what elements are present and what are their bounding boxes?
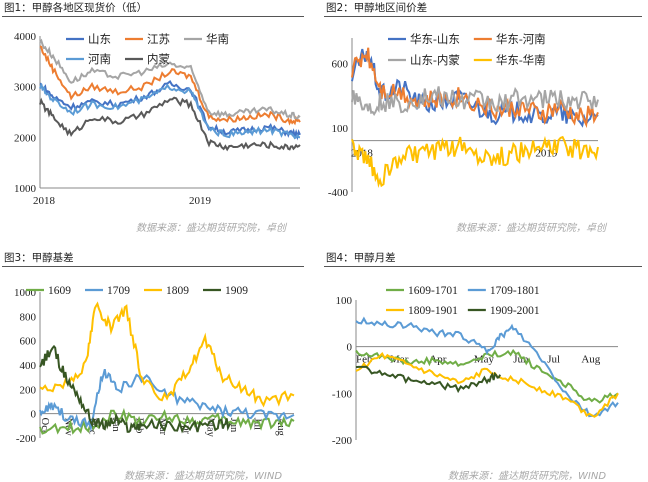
y-tick-label: 100 <box>332 123 349 135</box>
y-tick-label: -100 <box>332 388 353 400</box>
legend-label-华东-华南: 华东-华南 <box>496 53 546 67</box>
legend-label-山东-内蒙: 山东-内蒙 <box>410 53 460 67</box>
series-line-1909 <box>39 344 232 434</box>
y-tick-label: 100 <box>336 295 353 307</box>
x-tick-label: Aug <box>275 418 286 437</box>
y-tick-label: 600 <box>332 59 349 71</box>
series-line-1809 <box>39 301 295 408</box>
x-tick-label: May <box>204 418 215 438</box>
series-line-河南 <box>39 82 301 140</box>
series-line-1909-2001 <box>355 365 502 394</box>
x-tick-label: 2018 <box>33 195 56 207</box>
x-tick-label: Aug <box>581 354 600 366</box>
legend-label-1809: 1809 <box>166 285 189 297</box>
panel-title-2: 图2：甲醇地区间价差 <box>326 2 428 14</box>
panel-title-4: 图4：甲醇月差 <box>326 252 396 264</box>
panel-title-3: 图3：甲醇基差 <box>4 252 74 264</box>
source-note-4: 数据来源：盛达期货研究院，WIND <box>448 471 607 482</box>
title-rule-4 <box>324 266 642 267</box>
y-tick-label: 1000 <box>14 183 37 195</box>
legend-label-1909: 1909 <box>225 285 248 297</box>
series-line-山东 <box>39 80 301 141</box>
x-tick-label: Oct <box>39 418 50 433</box>
legend-label-1609: 1609 <box>48 285 71 297</box>
legend-label-1809-1901: 1809-1901 <box>408 305 458 317</box>
series-line-华东-河南 <box>351 47 599 129</box>
legend-label-河南: 河南 <box>88 52 111 66</box>
x-tick-label: 2019 <box>535 148 558 160</box>
y-tick-label: -400 <box>328 187 349 199</box>
panel-title-1: 图1：甲醇各地区现货价（低） <box>4 2 148 14</box>
y-tick-label: 0 <box>31 409 37 421</box>
legend-label-江苏: 江苏 <box>147 33 170 46</box>
legend-label-内蒙: 内蒙 <box>147 52 170 66</box>
x-tick-label: 2019 <box>189 195 212 207</box>
y-tick-label: -200 <box>16 433 37 445</box>
series-line-江苏 <box>39 45 301 126</box>
series-line-华南 <box>39 38 301 120</box>
series-line-1709-1801 <box>355 316 619 418</box>
y-tick-label: -200 <box>332 435 353 447</box>
title-rule-1 <box>2 16 304 17</box>
legend-label-1709-1801: 1709-1801 <box>490 285 540 297</box>
series-line-1709 <box>39 368 295 433</box>
source-note-3: 数据来源：盛达期货研究院，WIND <box>124 471 283 482</box>
y-tick-label: 400 <box>20 360 37 372</box>
y-tick-label: 1000 <box>14 287 37 299</box>
x-tick-label: Jul <box>252 418 263 430</box>
legend-label-华东-河南: 华东-河南 <box>496 32 546 46</box>
legend-label-山东: 山东 <box>88 33 111 46</box>
y-tick-label: 200 <box>20 384 37 396</box>
legend-label-1609-1701: 1609-1701 <box>408 285 458 297</box>
legend-label-1909-2001: 1909-2001 <box>490 305 540 317</box>
title-rule-3 <box>2 266 304 267</box>
x-tick-label: Jan <box>110 418 121 433</box>
x-tick-label: Jun <box>228 418 239 433</box>
y-tick-label: 2000 <box>14 132 37 144</box>
series-line-内蒙 <box>39 96 301 152</box>
source-note-2: 数据来源：盛达期货研究院，卓创 <box>456 223 606 234</box>
y-tick-label: 800 <box>20 311 37 323</box>
legend-label-华南: 华南 <box>206 32 229 46</box>
series-line-山东-内蒙 <box>351 86 599 116</box>
title-rule-2 <box>324 16 642 17</box>
x-tick-label: May <box>474 354 495 366</box>
y-tick-label: 3000 <box>14 82 37 94</box>
series-line-1609 <box>39 407 295 435</box>
y-tick-label: 0 <box>347 342 353 354</box>
y-tick-label: 600 <box>20 336 37 348</box>
legend-label-华东-山东: 华东-山东 <box>410 32 460 46</box>
source-note-1: 数据来源：盛达期货研究院，卓创 <box>136 223 286 234</box>
series-line-1809-1901 <box>355 351 619 418</box>
legend-label-1709: 1709 <box>107 285 130 297</box>
x-tick-label: Jul <box>547 354 560 366</box>
y-tick-label: 4000 <box>14 31 37 43</box>
series-line-华东-华南 <box>351 135 599 188</box>
